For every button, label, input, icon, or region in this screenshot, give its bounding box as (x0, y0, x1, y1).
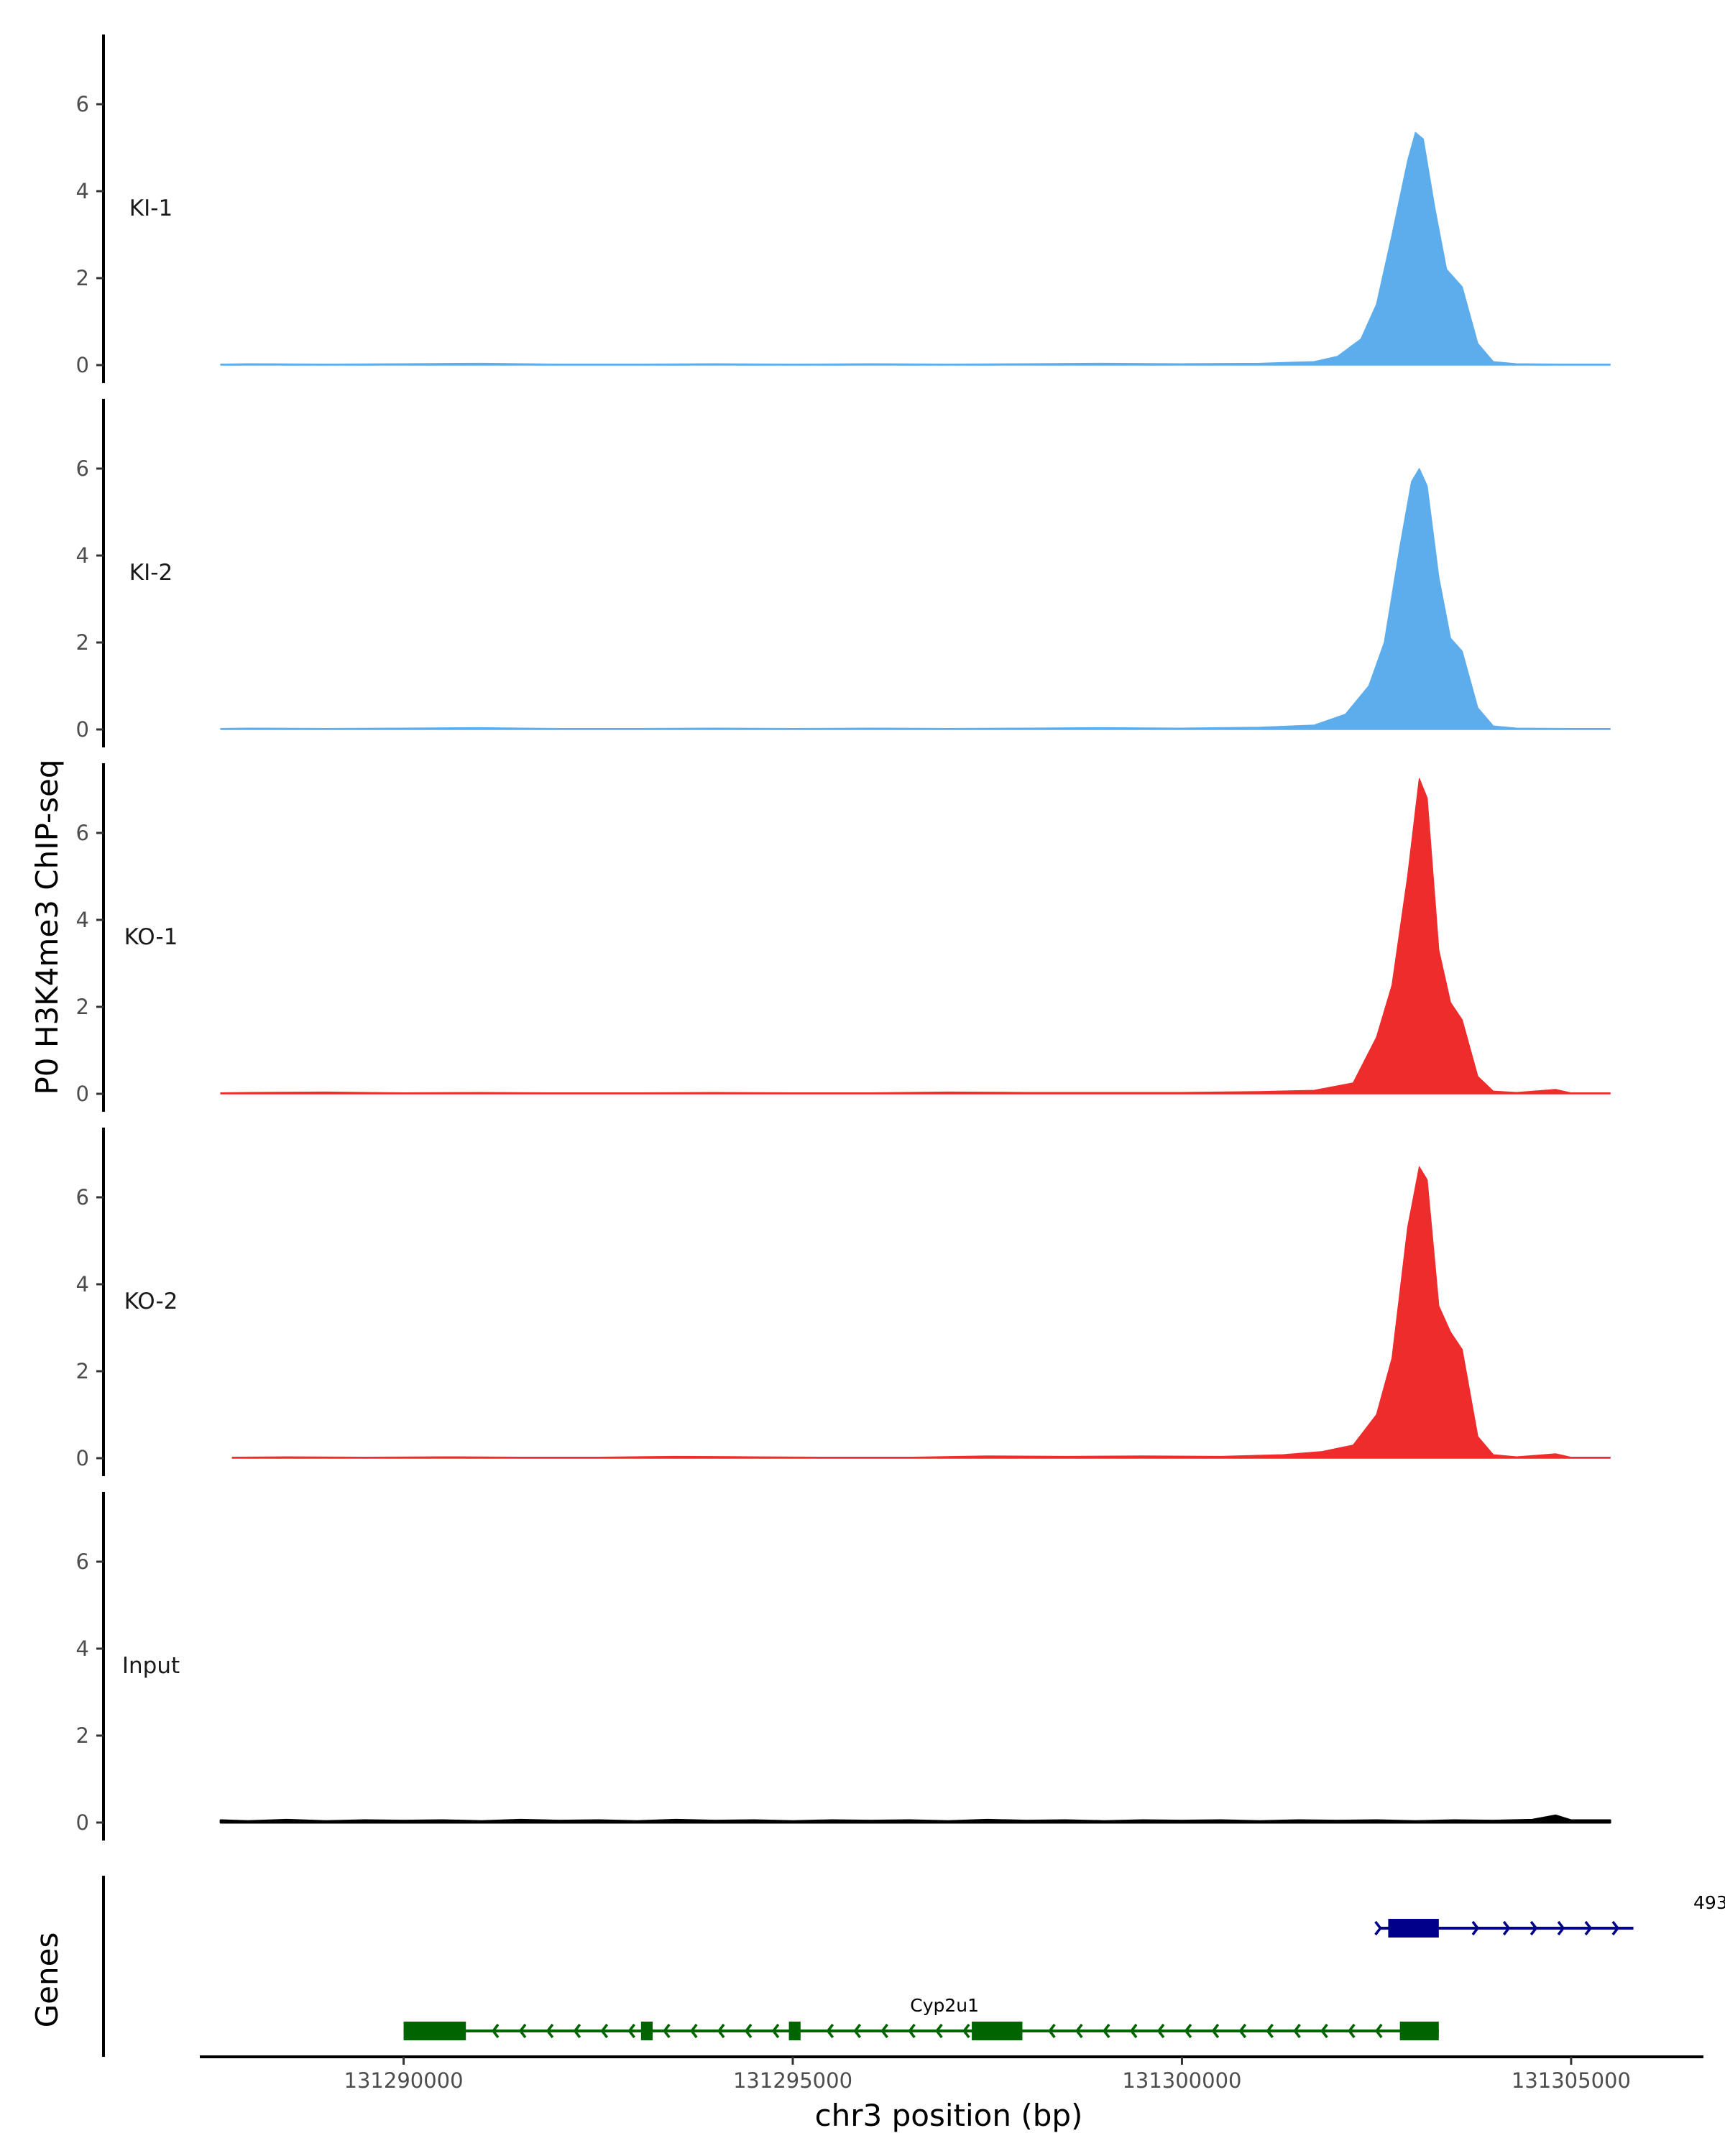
y-tick-label: 6 (76, 92, 89, 116)
strand-arrow (1502, 1920, 1511, 1936)
signal-tracks: 0 2 4 6 KI-1 0 2 4 6 KI-2 0 2 4 6 KO-1 0 2 4 6 KO-2 0 2 4 6 Inpu… (76, 34, 1611, 1841)
strand-arrow (491, 2023, 500, 2039)
strand-arrow (546, 2023, 554, 2039)
y-tick-label: 4 (76, 1636, 89, 1661)
track-label: Input (122, 1653, 180, 1679)
y-tick-label: 0 (76, 1082, 89, 1106)
y-tick-label: 2 (76, 266, 89, 290)
y-tick-label: 6 (76, 1185, 89, 1210)
strand-arrow (908, 2023, 916, 2039)
strand-arrow (1184, 2023, 1192, 2039)
signal-area (219, 1814, 1611, 1824)
gene-exon (1388, 1919, 1439, 1938)
gene-exon (972, 2022, 1023, 2040)
strand-arrow (1374, 1920, 1382, 1936)
strand-arrow (1471, 1920, 1480, 1936)
track-label: KO-1 (124, 924, 178, 950)
x-axis-title: chr3 position (bp) (815, 2098, 1083, 2133)
signal-area (220, 132, 1611, 366)
y-tick-label: 2 (76, 630, 89, 655)
strand-arrow (1266, 2023, 1274, 2039)
track-ko-2: 0 2 4 6 KO-2 (76, 1128, 1611, 1476)
strand-arrow (1075, 2023, 1083, 2039)
gene-track: 4930534D22Rik Cyp2u1 (102, 1876, 1725, 2057)
strand-arrow (1102, 2023, 1110, 2039)
strand-arrow (1584, 1920, 1593, 1936)
track-label: KI-1 (129, 195, 172, 221)
track-input: 0 2 4 6 Input (76, 1492, 1611, 1841)
y-tick-label: 2 (76, 1723, 89, 1748)
x-tick-label: 131305000 (1512, 2068, 1631, 2093)
y-tick-label: 4 (76, 543, 89, 568)
strand-arrow (1374, 2023, 1383, 2039)
y-tick-label: 4 (76, 179, 89, 203)
y-tick-label: 0 (76, 353, 89, 377)
strand-arrow (1293, 2023, 1301, 2039)
y-tick-label: 2 (76, 1359, 89, 1383)
x-tick-label: 131290000 (344, 2068, 464, 2093)
x-tick-label: 131300000 (1122, 2068, 1241, 2093)
y-tick-label: 6 (76, 1549, 89, 1574)
strand-arrow (518, 2023, 527, 2039)
strand-arrow (627, 2023, 635, 2039)
signal-area (220, 778, 1611, 1095)
gene-4930534d22rik: 4930534D22Rik (1374, 1892, 1725, 1938)
track-ki-2: 0 2 4 6 KI-2 (76, 399, 1611, 747)
strand-arrow (826, 2023, 834, 2039)
y-tick-label: 6 (76, 821, 89, 845)
x-tick-label: 131295000 (733, 2068, 852, 2093)
track-label: KI-2 (129, 560, 172, 586)
strand-arrow (1557, 1920, 1565, 1936)
strand-arrow (880, 2023, 888, 2039)
strand-arrow (717, 2023, 725, 2039)
strand-arrow (1348, 2023, 1356, 2039)
gene-exon (403, 2022, 466, 2040)
track-ki-1: 0 2 4 6 KI-1 (76, 34, 1611, 383)
y-tick-label: 4 (76, 1272, 89, 1296)
strand-arrow (1129, 2023, 1138, 2039)
strand-arrow (1156, 2023, 1165, 2039)
strand-arrow (1238, 2023, 1247, 2039)
signal-area (220, 468, 1611, 730)
y-tick-label: 0 (76, 1810, 89, 1835)
strand-arrow (1211, 2023, 1220, 2039)
gene-label: 4930534D22Rik (1693, 1892, 1725, 1913)
strand-arrow (853, 2023, 862, 2039)
strand-arrow (771, 2023, 780, 2039)
track-label: KO-2 (124, 1289, 178, 1314)
gene-exon (1399, 2022, 1439, 2040)
strand-arrow (935, 2023, 943, 2039)
y-tick-label: 0 (76, 1446, 89, 1470)
gene-exon (640, 2022, 653, 2040)
y-tick-label: 2 (76, 995, 89, 1019)
strand-arrow (690, 2023, 698, 2039)
gene-label: Cyp2u1 (910, 1995, 979, 2016)
genes-axis-title: Genes (29, 1932, 65, 2028)
track-ko-1: 0 2 4 6 KO-1 (76, 763, 1611, 1112)
y-tick-label: 6 (76, 456, 89, 481)
strand-arrow (1048, 2023, 1056, 2039)
y-tick-label: 0 (76, 717, 89, 742)
signal-area (231, 1166, 1611, 1459)
strand-arrow (744, 2023, 753, 2039)
y-axis-title: P0 H3K4me3 ChIP-seq (29, 759, 65, 1095)
strand-arrow (600, 2023, 609, 2039)
strand-arrow (962, 2023, 970, 2039)
x-axis: 131290000 131295000 131300000 131305000 (200, 2055, 1703, 2093)
strand-arrow (1530, 1920, 1538, 1936)
y-tick-label: 4 (76, 908, 89, 932)
strand-arrow (573, 2023, 581, 2039)
strand-arrow (1611, 1920, 1620, 1936)
strand-arrow (663, 2023, 671, 2039)
gene-exon (788, 2022, 801, 2040)
strand-arrow (1320, 2023, 1328, 2039)
gene-cyp2u1: Cyp2u1 (403, 1995, 1439, 2040)
